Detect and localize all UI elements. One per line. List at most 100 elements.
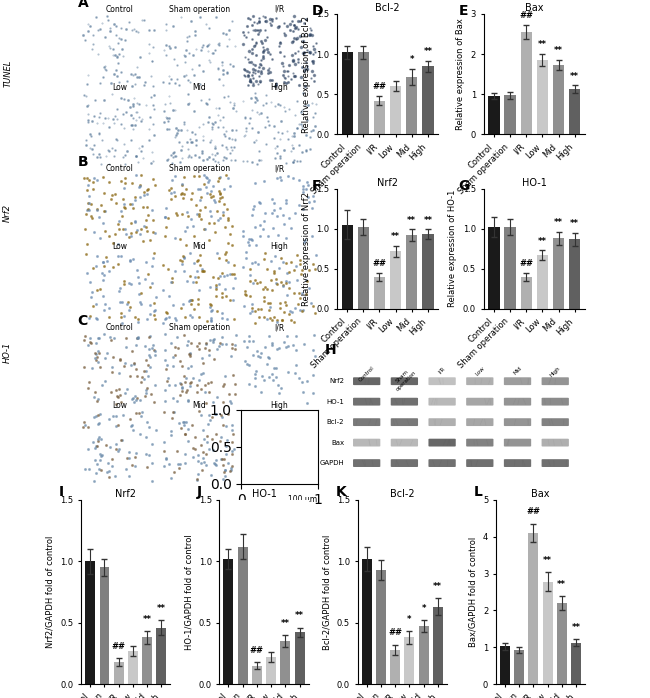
Y-axis label: Bax/GAPDH fold of control: Bax/GAPDH fold of control [468,537,477,647]
Bar [376,570,386,684]
Text: B: B [77,156,88,170]
Text: ##: ## [388,628,402,637]
FancyBboxPatch shape [466,378,493,385]
Text: *: * [407,615,411,624]
Bar [390,251,401,309]
FancyBboxPatch shape [541,418,569,426]
Title: Control: Control [105,323,133,332]
Text: 100 μm: 100 μm [289,495,318,504]
Title: High: High [270,401,289,410]
Bar [157,628,166,684]
Title: Mid: Mid [192,242,206,251]
Text: ##: ## [519,259,533,268]
Bar [406,235,417,309]
Text: I/R: I/R [437,366,447,374]
Bar [358,227,369,309]
Title: Low: Low [112,242,127,251]
FancyBboxPatch shape [466,439,493,447]
Text: F: F [311,179,321,193]
Bar [488,227,500,309]
Bar [266,657,276,684]
Bar [361,559,372,684]
Bar [419,626,428,684]
FancyBboxPatch shape [428,378,456,385]
Y-axis label: Relative expression of Nrf2: Relative expression of Nrf2 [302,192,311,306]
FancyBboxPatch shape [353,439,380,447]
FancyBboxPatch shape [428,439,456,447]
Text: **: ** [554,218,563,227]
Bar [142,637,152,684]
Text: ##: ## [519,11,533,20]
Bar [504,96,516,135]
Bar [433,607,443,684]
Bar [422,66,434,135]
Text: **: ** [142,615,151,624]
Title: Low: Low [112,401,127,410]
Text: Control: Control [358,366,376,383]
Title: Mid: Mid [192,401,206,410]
FancyBboxPatch shape [541,378,569,385]
FancyBboxPatch shape [428,398,456,406]
Text: J: J [197,485,202,499]
FancyBboxPatch shape [391,418,418,426]
FancyBboxPatch shape [353,378,380,385]
Text: **: ** [423,47,432,56]
FancyBboxPatch shape [353,459,380,467]
FancyBboxPatch shape [466,418,493,426]
Title: High: High [270,242,289,251]
Text: Bcl-2: Bcl-2 [327,419,344,425]
FancyBboxPatch shape [353,418,380,426]
FancyBboxPatch shape [504,398,531,406]
Bar [128,651,138,684]
Title: HO-1: HO-1 [522,178,547,188]
FancyBboxPatch shape [353,398,380,406]
Text: *: * [410,54,414,64]
Y-axis label: Relative expression of Bax: Relative expression of Bax [456,18,465,130]
Text: **: ** [408,216,416,225]
Bar [224,559,233,684]
Bar [571,643,581,684]
Text: Nrf2: Nrf2 [330,378,344,384]
Bar [280,641,291,684]
Bar [569,89,580,135]
Text: TUNEL: TUNEL [3,59,12,87]
Text: ##: ## [250,646,264,655]
Bar [557,603,567,684]
Text: ##: ## [372,82,387,91]
Bar [406,77,417,135]
FancyBboxPatch shape [391,459,418,467]
Bar [553,65,564,135]
Title: Low: Low [112,82,127,91]
Title: Control: Control [105,5,133,14]
Text: 100 μm: 100 μm [289,179,318,188]
Bar [99,567,109,684]
Title: Sham operation: Sham operation [169,164,230,173]
Bar [521,277,532,309]
Title: Sham operation: Sham operation [169,5,230,14]
Title: Bcl-2: Bcl-2 [390,489,415,499]
Text: L: L [474,485,482,499]
Bar [358,52,369,135]
Text: Sham
operation: Sham operation [391,366,417,392]
Bar [114,662,124,684]
Title: Bax: Bax [525,3,543,13]
Bar [404,637,414,684]
Bar [537,255,548,309]
Text: H: H [324,343,336,357]
FancyBboxPatch shape [391,439,418,447]
Bar [390,650,400,684]
Text: Bax: Bax [332,440,344,445]
Bar [504,227,516,309]
FancyBboxPatch shape [428,459,456,467]
Text: C: C [77,314,88,328]
Bar [553,238,564,309]
FancyBboxPatch shape [504,439,531,447]
FancyBboxPatch shape [504,378,531,385]
Text: K: K [335,485,346,499]
Text: *: * [421,604,426,613]
Text: Low: Low [474,366,486,377]
FancyBboxPatch shape [466,459,493,467]
Bar [543,581,552,684]
Text: **: ** [423,216,432,225]
Text: **: ** [543,556,552,565]
